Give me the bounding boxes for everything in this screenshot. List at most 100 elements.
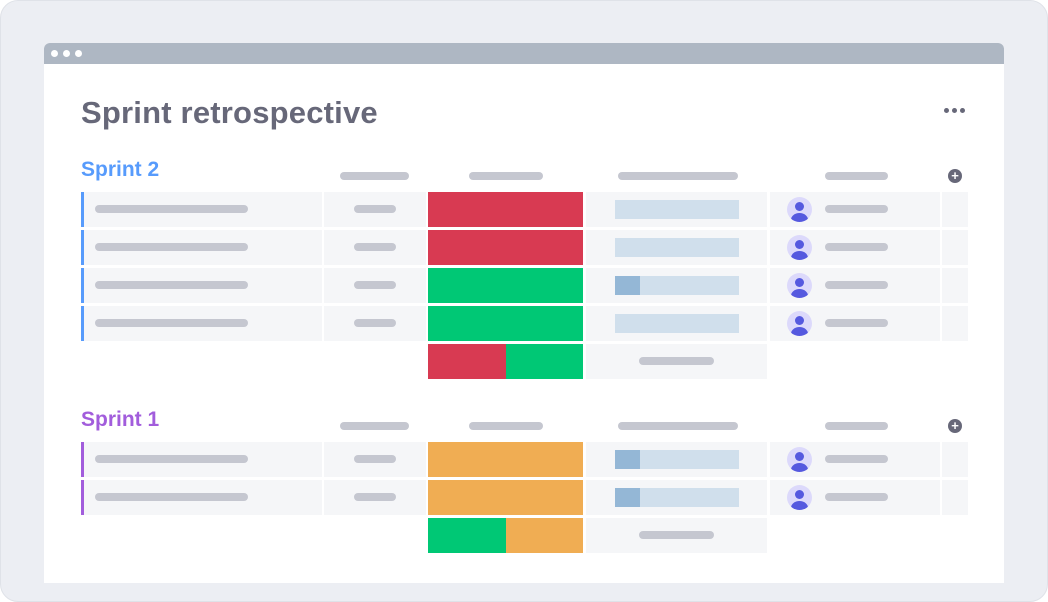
item-name-cell[interactable] (84, 192, 322, 227)
plus-circle-icon[interactable]: + (948, 169, 962, 183)
item-name-placeholder (95, 319, 248, 327)
row-end-cell (942, 306, 968, 341)
progress-bar (615, 200, 739, 219)
progress-bar (615, 276, 739, 295)
person-cell[interactable] (770, 230, 940, 265)
status-cell[interactable] (428, 192, 583, 227)
status-cell[interactable] (428, 230, 583, 265)
status-cell[interactable] (428, 306, 583, 341)
window-titlebar (44, 43, 1004, 64)
row-end-cell (942, 192, 968, 227)
item-name-cell[interactable] (84, 306, 322, 341)
person-name-placeholder (825, 281, 888, 289)
number-cell[interactable] (324, 442, 426, 477)
item-name-placeholder (95, 281, 248, 289)
row-end-cell (942, 268, 968, 303)
group-color-accent (81, 268, 84, 303)
column-header[interactable] (825, 422, 888, 430)
status-summary-segment (428, 344, 506, 379)
progress-cell (586, 306, 767, 341)
person-cell[interactable] (770, 192, 940, 227)
avatar-head (795, 490, 804, 499)
avatar-icon[interactable] (787, 447, 812, 472)
app-window: Sprint retrospective Sprint 2 + Sprint 1 + (44, 43, 1004, 583)
window-dot-icon (51, 50, 58, 57)
progress-cell (586, 268, 767, 303)
column-header[interactable] (469, 422, 543, 430)
progress-cell (586, 230, 767, 265)
column-header[interactable] (469, 172, 543, 180)
avatar-body (791, 251, 808, 260)
group-color-accent (81, 306, 84, 341)
number-cell[interactable] (324, 230, 426, 265)
item-name-cell[interactable] (84, 268, 322, 303)
status-cell[interactable] (428, 268, 583, 303)
column-header[interactable] (618, 422, 738, 430)
person-cell[interactable] (770, 268, 940, 303)
avatar-head (795, 452, 804, 461)
table-row (81, 480, 968, 515)
row-end-cell (942, 442, 968, 477)
number-placeholder (354, 493, 396, 501)
group-title[interactable]: Sprint 1 (81, 408, 160, 431)
more-horizontal-icon[interactable] (944, 107, 968, 115)
group-color-accent (81, 442, 84, 477)
avatar-icon[interactable] (787, 273, 812, 298)
page-title: Sprint retrospective (81, 95, 378, 130)
progress-cell (586, 192, 767, 227)
avatar-head (795, 240, 804, 249)
avatar-icon[interactable] (787, 197, 812, 222)
number-placeholder (354, 243, 396, 251)
table-row (81, 442, 968, 477)
plus-circle-icon[interactable]: + (948, 419, 962, 433)
avatar-head (795, 202, 804, 211)
avatar-head (795, 316, 804, 325)
number-placeholder (354, 319, 396, 327)
avatar-body (791, 463, 808, 472)
group-title[interactable]: Sprint 2 (81, 158, 160, 181)
window-dot-icon (63, 50, 70, 57)
avatar-icon[interactable] (787, 485, 812, 510)
number-cell[interactable] (324, 480, 426, 515)
row-end-cell (942, 480, 968, 515)
progress-fill (615, 450, 640, 469)
item-name-placeholder (95, 455, 248, 463)
column-header[interactable] (618, 172, 738, 180)
table-row (81, 192, 968, 227)
column-header[interactable] (340, 422, 409, 430)
progress-bar (615, 488, 739, 507)
status-summary (428, 518, 583, 553)
status-summary-segment (428, 518, 506, 553)
item-name-cell[interactable] (84, 480, 322, 515)
number-cell[interactable] (324, 306, 426, 341)
column-header[interactable] (825, 172, 888, 180)
item-name-cell[interactable] (84, 442, 322, 477)
window-dot-icon (75, 50, 82, 57)
group-color-accent (81, 192, 84, 227)
person-name-placeholder (825, 243, 888, 251)
number-cell[interactable] (324, 192, 426, 227)
person-cell[interactable] (770, 306, 940, 341)
number-placeholder (354, 281, 396, 289)
avatar-body (791, 327, 808, 336)
item-name-placeholder (95, 493, 248, 501)
item-name-cell[interactable] (84, 230, 322, 265)
avatar-icon[interactable] (787, 235, 812, 260)
person-cell[interactable] (770, 480, 940, 515)
avatar-icon[interactable] (787, 311, 812, 336)
number-cell[interactable] (324, 268, 426, 303)
status-cell[interactable] (428, 480, 583, 515)
number-placeholder (354, 455, 396, 463)
column-header[interactable] (340, 172, 409, 180)
status-cell[interactable] (428, 442, 583, 477)
progress-summary-placeholder (639, 531, 714, 539)
progress-cell (586, 442, 767, 477)
person-name-placeholder (825, 493, 888, 501)
status-summary (428, 344, 583, 379)
group-color-accent (81, 230, 84, 265)
progress-bar (615, 314, 739, 333)
row-end-cell (942, 230, 968, 265)
group-color-accent (81, 480, 84, 515)
person-cell[interactable] (770, 442, 940, 477)
avatar-body (791, 289, 808, 298)
